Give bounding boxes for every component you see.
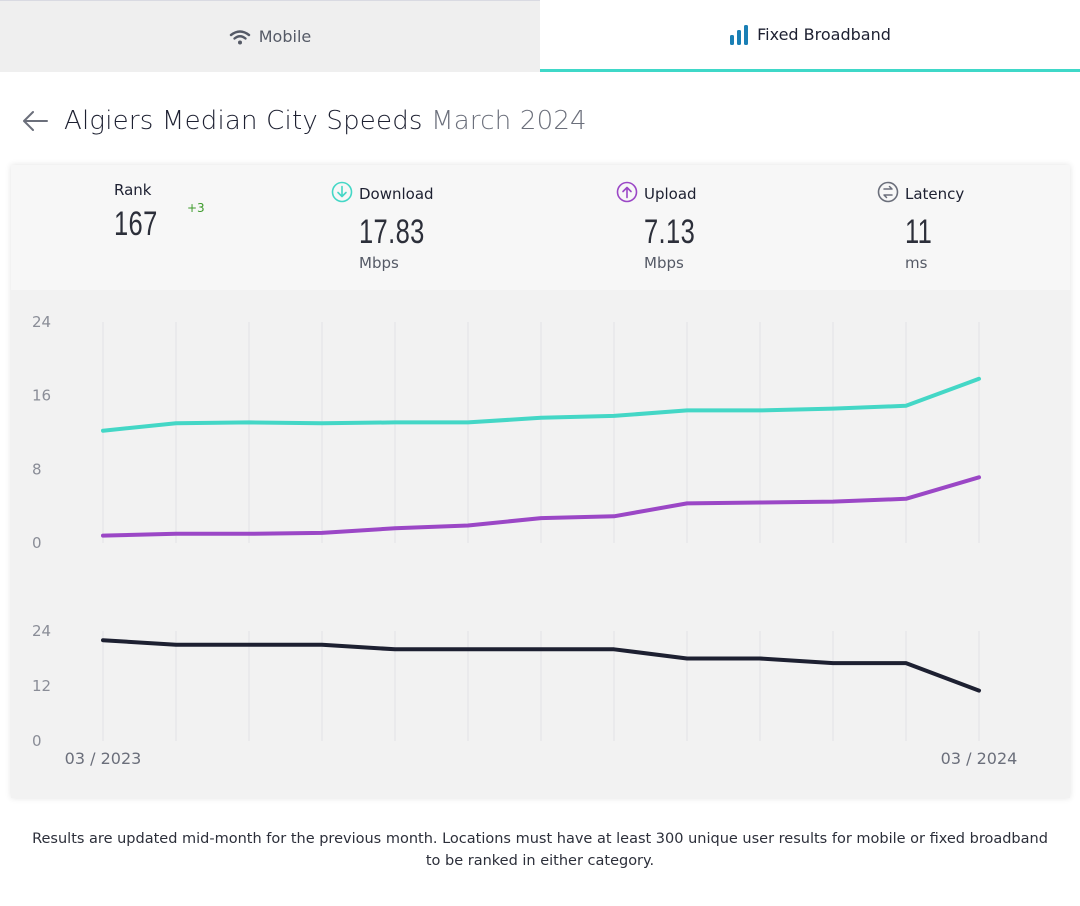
download-unit: Mbps <box>359 254 399 272</box>
stat-rank: Rank 167 <box>114 181 172 244</box>
rank-label: Rank <box>114 181 152 199</box>
y-tick-label: 24 <box>32 313 51 331</box>
stat-latency: Latency 11 ms <box>877 181 964 272</box>
stats-row: Rank 167 +3 Download 17.83 Mbps Upload 7… <box>11 165 1070 290</box>
y-tick-label: 8 <box>32 460 42 478</box>
upload-arrow-icon <box>616 181 638 207</box>
rank-value: 167 <box>114 205 158 243</box>
series-line-upload <box>101 475 981 538</box>
download-label: Download <box>359 185 434 203</box>
x-axis-end-label: 03 / 2024 <box>941 749 1018 768</box>
download-value: 17.83 <box>359 213 425 251</box>
back-arrow-icon[interactable] <box>20 106 50 136</box>
page-title-period: March 2024 <box>431 106 587 136</box>
speed-history-chart: 24 16 8 0 24 12 0 03 / 2023 03 / 2024 <box>32 313 1018 768</box>
stat-upload: Upload 7.13 Mbps <box>616 181 712 272</box>
speeds-card: Rank 167 +3 Download 17.83 Mbps Upload 7… <box>11 165 1070 798</box>
y-tick-label: 0 <box>32 534 42 552</box>
series-line-latency <box>101 638 981 693</box>
connection-type-tabs: Mobile Fixed Broadband <box>0 0 1080 72</box>
upload-value: 7.13 <box>644 213 696 251</box>
page-title: Algiers Median City Speeds March 2024 <box>64 106 587 136</box>
page-title-city: Algiers Median City Speeds <box>64 106 423 136</box>
latency-label: Latency <box>905 185 965 203</box>
series-line-download <box>101 376 981 433</box>
footnote: Results are updated mid-month for the pr… <box>32 831 1048 869</box>
y-tick-label: 12 <box>32 677 51 695</box>
tab-mobile[interactable]: Mobile <box>0 0 540 72</box>
download-arrow-icon <box>331 181 353 207</box>
latency-icon <box>877 181 899 207</box>
page-header: Algiers Median City Speeds March 2024 <box>20 100 587 142</box>
stat-download: Download 17.83 Mbps <box>331 181 447 272</box>
y-tick-label: 24 <box>32 622 51 640</box>
y-tick-label: 0 <box>32 732 42 750</box>
latency-unit: ms <box>905 254 928 272</box>
tab-fixed-broadband-label: Fixed Broadband <box>757 25 891 44</box>
upload-label: Upload <box>644 185 697 203</box>
tab-fixed-broadband[interactable]: Fixed Broadband <box>540 0 1080 72</box>
tab-mobile-label: Mobile <box>258 27 312 46</box>
rank-delta-badge: +3 <box>187 201 205 215</box>
latency-value: 11 <box>905 213 933 251</box>
upload-unit: Mbps <box>644 254 684 272</box>
wifi-icon <box>229 29 251 45</box>
signal-bars-icon <box>729 24 749 45</box>
y-tick-label: 16 <box>32 387 51 405</box>
x-axis-start-label: 03 / 2023 <box>65 749 142 768</box>
